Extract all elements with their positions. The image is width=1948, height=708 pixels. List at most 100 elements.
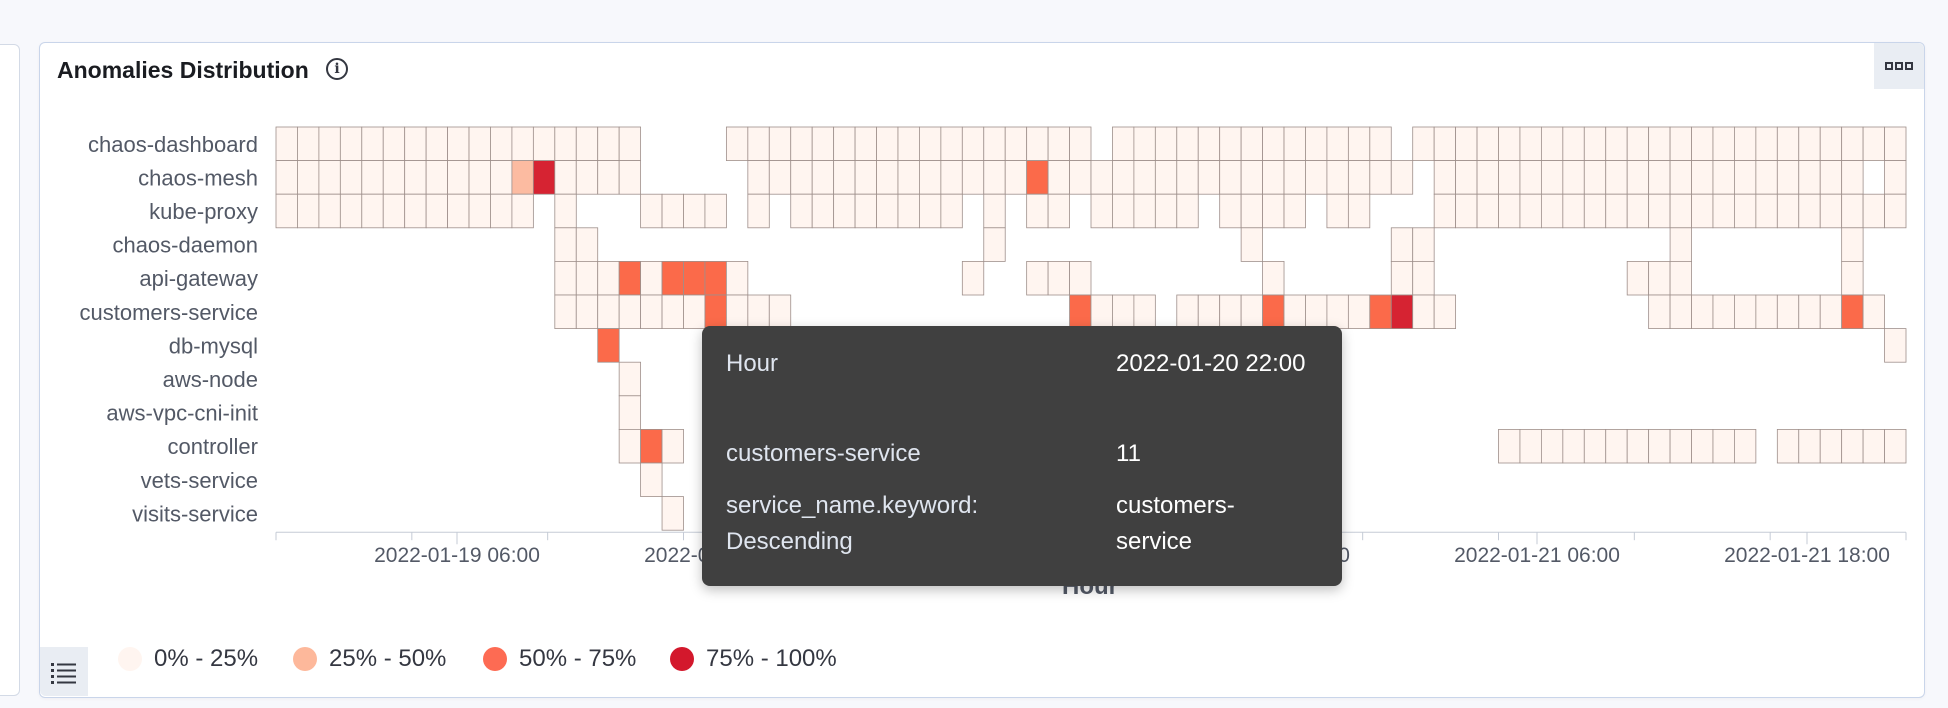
heatmap-cell[interactable] — [1583, 428, 1607, 464]
heatmap-cell[interactable] — [1648, 260, 1671, 296]
heatmap-cell[interactable] — [382, 126, 406, 161]
heatmap-cell[interactable] — [1734, 428, 1757, 464]
heatmap-cell[interactable] — [661, 260, 684, 296]
heatmap-cell[interactable] — [940, 126, 963, 161]
heatmap-cell[interactable] — [1369, 160, 1392, 195]
heatmap-cell[interactable] — [1069, 126, 1092, 161]
heatmap-cell[interactable] — [1862, 126, 1885, 161]
heatmap-cell[interactable] — [1841, 193, 1864, 229]
heatmap-cell[interactable] — [1133, 160, 1156, 195]
heatmap-cell[interactable] — [790, 193, 813, 229]
heatmap-cell[interactable] — [554, 294, 577, 329]
heatmap-cell[interactable] — [1433, 294, 1457, 329]
heatmap-cell[interactable] — [725, 294, 749, 329]
heatmap-cell[interactable] — [1798, 193, 1821, 229]
heatmap-cell[interactable] — [790, 160, 813, 195]
heatmap-cell[interactable] — [1562, 428, 1585, 464]
heatmap-cell[interactable] — [275, 160, 298, 195]
heatmap-cell[interactable] — [1626, 428, 1650, 464]
heatmap-cell[interactable] — [1112, 294, 1135, 329]
heatmap-cell[interactable] — [1498, 428, 1521, 464]
heatmap-cell[interactable] — [876, 160, 899, 195]
heatmap-cell[interactable] — [1326, 294, 1349, 329]
heatmap-cell[interactable] — [1240, 193, 1263, 229]
heatmap-cell[interactable] — [618, 361, 642, 397]
heatmap-cell[interactable] — [768, 126, 792, 161]
heatmap-cell[interactable] — [854, 160, 877, 195]
heatmap-cell[interactable] — [1562, 193, 1585, 229]
heatmap-cell[interactable] — [897, 126, 920, 161]
heatmap-cell[interactable] — [1004, 160, 1028, 195]
heatmap-cell[interactable] — [447, 126, 470, 161]
heatmap-cell[interactable] — [1669, 193, 1692, 229]
legend-toggle-button[interactable] — [40, 647, 88, 696]
heatmap-cell[interactable] — [1176, 160, 1199, 195]
heatmap-cell[interactable] — [618, 294, 642, 329]
heatmap-cell[interactable] — [1669, 260, 1692, 296]
heatmap-cell[interactable] — [1219, 294, 1242, 329]
heatmap-cell[interactable] — [1455, 193, 1478, 229]
heatmap-cell[interactable] — [575, 294, 599, 329]
heatmap-cell[interactable] — [1262, 193, 1285, 229]
heatmap-cell[interactable] — [1626, 160, 1650, 195]
heatmap-cell[interactable] — [1819, 294, 1843, 329]
legend-item-0-25[interactable]: 0% - 25% — [118, 641, 258, 677]
heatmap-cell[interactable] — [768, 294, 792, 329]
info-icon[interactable]: i — [326, 58, 348, 80]
heatmap-cell[interactable] — [1047, 260, 1070, 296]
legend-item-50-75[interactable]: 50% - 75% — [483, 641, 636, 677]
heatmap-cell[interactable] — [1069, 260, 1092, 296]
heatmap-cell[interactable] — [1540, 126, 1564, 161]
heatmap-cell[interactable] — [618, 428, 642, 464]
heatmap-cell[interactable] — [318, 126, 341, 161]
heatmap-cell[interactable] — [1112, 193, 1135, 229]
heatmap-cell[interactable] — [919, 160, 942, 195]
heatmap-cell[interactable] — [1390, 227, 1414, 262]
heatmap-cell[interactable] — [897, 193, 920, 229]
heatmap-cell[interactable] — [1069, 160, 1092, 195]
heatmap-cell[interactable] — [1755, 126, 1778, 161]
heatmap-cell[interactable] — [1626, 260, 1650, 296]
heatmap-cell[interactable] — [661, 496, 684, 531]
heatmap-cell[interactable] — [961, 260, 985, 296]
heatmap-cell[interactable] — [1283, 193, 1306, 229]
heatmap-cell[interactable] — [532, 160, 556, 195]
heatmap-cell[interactable] — [1283, 160, 1306, 195]
heatmap-cell[interactable] — [683, 260, 706, 296]
heatmap-cell[interactable] — [275, 126, 298, 161]
heatmap-cell[interactable] — [511, 160, 534, 195]
heatmap-cell[interactable] — [1841, 160, 1864, 195]
heatmap-cell[interactable] — [1090, 294, 1113, 329]
heatmap-cell[interactable] — [1305, 294, 1328, 329]
heatmap-cell[interactable] — [919, 193, 942, 229]
heatmap-cell[interactable] — [1841, 260, 1864, 296]
heatmap-cell[interactable] — [661, 193, 684, 229]
heatmap-cell[interactable] — [1219, 160, 1242, 195]
heatmap-cell[interactable] — [554, 227, 577, 262]
heatmap-cell[interactable] — [1154, 126, 1178, 161]
heatmap-cell[interactable] — [811, 126, 835, 161]
heatmap-cell[interactable] — [532, 126, 556, 161]
heatmap-cell[interactable] — [1540, 193, 1564, 229]
heatmap-cell[interactable] — [575, 227, 599, 262]
heatmap-cell[interactable] — [1390, 294, 1414, 329]
heatmap-cell[interactable] — [339, 160, 363, 195]
heatmap-cell[interactable] — [940, 193, 963, 229]
heatmap-cell[interactable] — [683, 294, 706, 329]
heatmap-cell[interactable] — [1047, 126, 1070, 161]
heatmap-cell[interactable] — [554, 260, 577, 296]
heatmap-cell[interactable] — [747, 193, 770, 229]
heatmap-cell[interactable] — [983, 227, 1006, 262]
heatmap-cell[interactable] — [704, 260, 727, 296]
heatmap-cell[interactable] — [876, 193, 899, 229]
heatmap-cell[interactable] — [1691, 126, 1714, 161]
heatmap-cell[interactable] — [725, 260, 749, 296]
heatmap-cell[interactable] — [318, 193, 341, 229]
heatmap-cell[interactable] — [318, 160, 341, 195]
heatmap-cell[interactable] — [1326, 160, 1349, 195]
heatmap-cell[interactable] — [447, 160, 470, 195]
heatmap-cell[interactable] — [1712, 428, 1735, 464]
heatmap-cell[interactable] — [1519, 126, 1542, 161]
heatmap-cell[interactable] — [1412, 260, 1435, 296]
heatmap-cell[interactable] — [1669, 227, 1692, 262]
